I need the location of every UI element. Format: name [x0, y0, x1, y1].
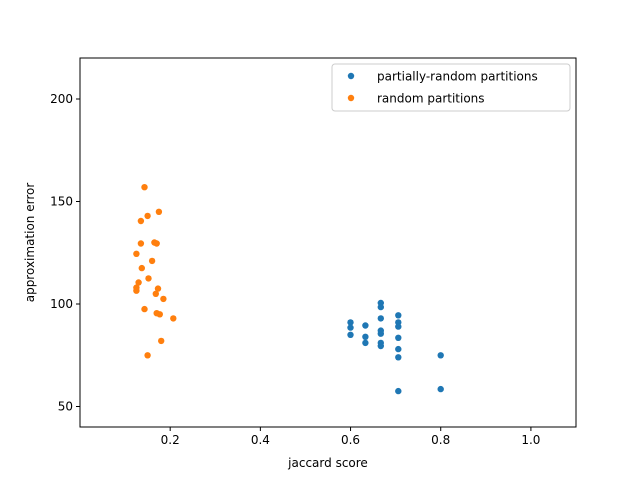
scatter-point [437, 385, 444, 393]
scatter-point [377, 330, 384, 337]
scatter-point [347, 324, 354, 331]
legend-box [331, 63, 571, 112]
scatter-point [395, 354, 402, 361]
scatter-point [362, 333, 369, 340]
legend-label: random partitions [377, 92, 485, 106]
legend-label: partially-random partitions [377, 70, 538, 84]
scatter-point [377, 303, 384, 311]
scatter-point [156, 311, 163, 318]
scatter-point [347, 331, 354, 338]
scatter-point [137, 217, 145, 225]
scatter-point [153, 240, 160, 247]
scatter-point [347, 319, 354, 326]
scatter-point [152, 290, 159, 297]
x-tick-label: 0.2 [161, 433, 180, 447]
legend-marker [347, 72, 355, 80]
points-layer [133, 184, 444, 395]
axes-layer: 0.2 0.4 0.6 0.8 1.0 50 100 150 200 [50, 92, 540, 447]
y-tick-label: 100 [50, 297, 73, 311]
x-tick-label: 0.4 [251, 433, 270, 447]
scatter-point [141, 184, 148, 191]
scatter-point [362, 322, 369, 329]
scatter-point [158, 337, 165, 345]
scatter-point [148, 257, 156, 265]
y-axis-label: approximation error [23, 183, 37, 303]
y-tick-label: 150 [50, 195, 73, 209]
scatter-point [170, 315, 177, 322]
scatter-point [145, 275, 152, 282]
x-axis-label: jaccard score [287, 456, 368, 470]
legend-marker [347, 94, 355, 102]
scatter-point [135, 279, 142, 286]
scatter-point [160, 295, 167, 303]
scatter-point [133, 250, 140, 257]
x-tick-label: 0.6 [341, 433, 360, 447]
scatter-point [137, 240, 145, 247]
scatter-point [395, 312, 402, 319]
scatter-point [154, 285, 162, 292]
scatter-point [362, 339, 369, 347]
scatter-point [144, 352, 151, 359]
scatter-point [141, 305, 148, 313]
scatter-point [144, 212, 151, 220]
y-tick-label: 200 [50, 92, 73, 106]
plot-background [80, 58, 576, 427]
plot-frame [79, 57, 577, 428]
y-tick-label: 50 [58, 400, 73, 414]
scatter-point [133, 287, 140, 294]
scatter-point [395, 345, 402, 353]
scatter-point [155, 208, 163, 215]
scatter-point [377, 342, 384, 350]
scatter-point [395, 323, 402, 330]
scatter-point [437, 352, 444, 359]
scatter-point [138, 264, 145, 272]
x-tick-label: 0.8 [431, 433, 450, 447]
scatter-point [395, 387, 402, 395]
scatter-point [377, 315, 384, 322]
x-tick-label: 1.0 [521, 433, 540, 447]
scatter-point [395, 334, 402, 341]
legend: partially-random partitions random partit… [331, 63, 571, 112]
